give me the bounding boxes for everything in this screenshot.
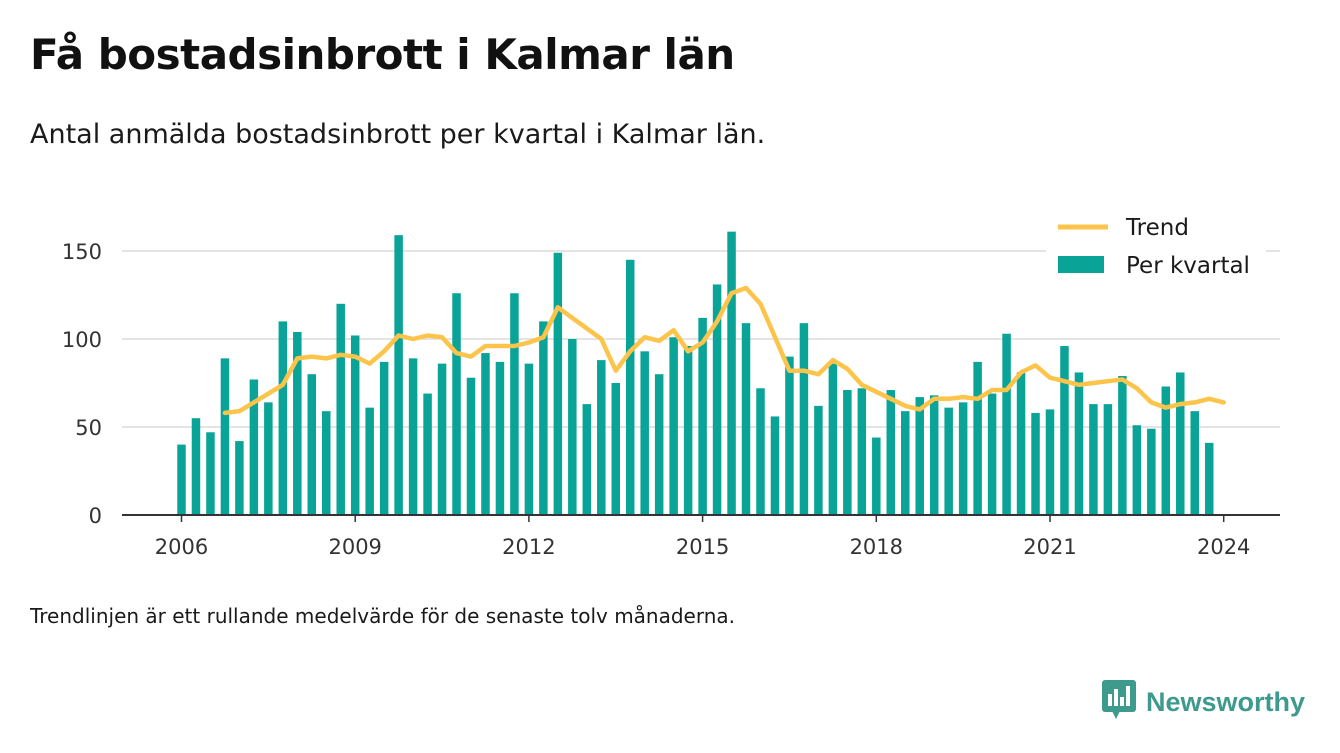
bar: [466, 377, 476, 515]
bar: [872, 437, 881, 515]
x-tick-label: 2006: [155, 535, 208, 559]
chart-title: Få bostadsinbrott i Kalmar län: [30, 30, 735, 79]
bar: [1161, 386, 1171, 515]
y-tick-label: 150: [62, 240, 102, 264]
bar: [510, 293, 519, 515]
brand-name: Newsworthy: [1146, 686, 1306, 717]
bar: [568, 339, 577, 515]
bar: [828, 363, 838, 515]
bar: [669, 337, 678, 515]
trend-series: [222, 285, 1226, 416]
bar: [293, 331, 302, 515]
bar: [481, 353, 490, 515]
bar: [1016, 372, 1026, 515]
brand-logo[interactable]: Newsworthy: [1102, 680, 1305, 724]
bar: [712, 284, 722, 515]
bar: [235, 441, 244, 515]
bar: [929, 395, 939, 515]
x-tick-label: 2024: [1197, 535, 1250, 559]
bar-series: [177, 231, 1214, 515]
bar: [958, 402, 968, 515]
bar: [1190, 411, 1199, 515]
x-tick-label: 2021: [1023, 535, 1076, 559]
bar: [741, 323, 751, 515]
bar: [1074, 372, 1084, 515]
bar: [220, 358, 230, 515]
bar: [1002, 333, 1011, 515]
newsworthy-logo-icon: [1102, 680, 1136, 724]
bar: [379, 361, 389, 515]
bar: [843, 390, 852, 515]
bar: [625, 259, 635, 515]
bar: [698, 317, 707, 515]
bar: [597, 360, 606, 515]
x-tick-label: 2018: [850, 535, 903, 559]
bar: [654, 374, 664, 515]
bar: [756, 388, 765, 515]
bar: [683, 346, 693, 515]
bar: [1103, 404, 1113, 515]
bar: [799, 323, 809, 515]
bar: [206, 432, 215, 515]
x-tick-label: 2015: [676, 535, 729, 559]
bar: [611, 383, 620, 515]
bar: [1176, 372, 1185, 515]
bar: [857, 388, 867, 515]
x-tick-label: 2009: [328, 535, 381, 559]
bar: [770, 416, 780, 515]
bar: [1031, 412, 1040, 515]
y-tick-label: 50: [75, 416, 102, 440]
bar: [408, 358, 418, 515]
bar: [264, 402, 273, 515]
bar: [901, 411, 910, 515]
legend-background: [1046, 210, 1266, 296]
bar: [452, 293, 461, 515]
bar: [322, 411, 331, 515]
legend-bars-swatch: [1058, 256, 1104, 273]
bar: [886, 390, 896, 515]
bar: [524, 363, 534, 515]
y-tick-label: 100: [62, 328, 102, 352]
bar: [1132, 425, 1142, 515]
x-tick-label: 2012: [502, 535, 555, 559]
chart-subtitle: Antal anmälda bostadsinbrott per kvartal…: [30, 119, 766, 150]
bar: [785, 356, 794, 515]
footnote: Trendlinjen är ett rullande medelvärde f…: [30, 604, 736, 628]
bar: [365, 407, 374, 515]
bar: [944, 407, 953, 515]
bar: [1204, 442, 1214, 515]
legend-label-trend: Trend: [1125, 215, 1189, 241]
bar: [1045, 409, 1055, 515]
bar: [553, 252, 563, 515]
bar: [394, 235, 403, 515]
bar: [640, 351, 649, 515]
bar: [336, 303, 345, 515]
bar: [727, 231, 736, 515]
bar: [249, 379, 259, 515]
bar: [177, 444, 186, 515]
bar: [973, 361, 982, 515]
y-tick-label: 0: [89, 504, 102, 528]
bar: [1118, 375, 1127, 515]
bar: [1147, 428, 1156, 515]
trend-line: [222, 285, 1226, 416]
bar: [437, 363, 447, 515]
chart-area: 0 50 100 150 2006 2009 2012 2015 2018 2021 2024 Tr…: [61, 210, 1280, 559]
bar: [191, 418, 201, 515]
bar: [987, 393, 997, 515]
bar: [307, 374, 317, 515]
bar: [423, 393, 432, 515]
bar: [278, 321, 288, 515]
axes: 0 50 100 150 2006 2009 2012 2015 2018 2021 2024: [62, 240, 1280, 559]
legend: Trend Per kvartal: [1046, 210, 1266, 296]
bar: [539, 321, 548, 515]
bar: [1060, 346, 1069, 515]
bar: [814, 405, 823, 515]
legend-label-per-kvartal: Per kvartal: [1126, 253, 1250, 279]
bar: [915, 397, 924, 515]
bar: [350, 335, 360, 515]
bar: [582, 404, 592, 515]
bar: [1089, 404, 1098, 515]
bar: [495, 361, 505, 515]
